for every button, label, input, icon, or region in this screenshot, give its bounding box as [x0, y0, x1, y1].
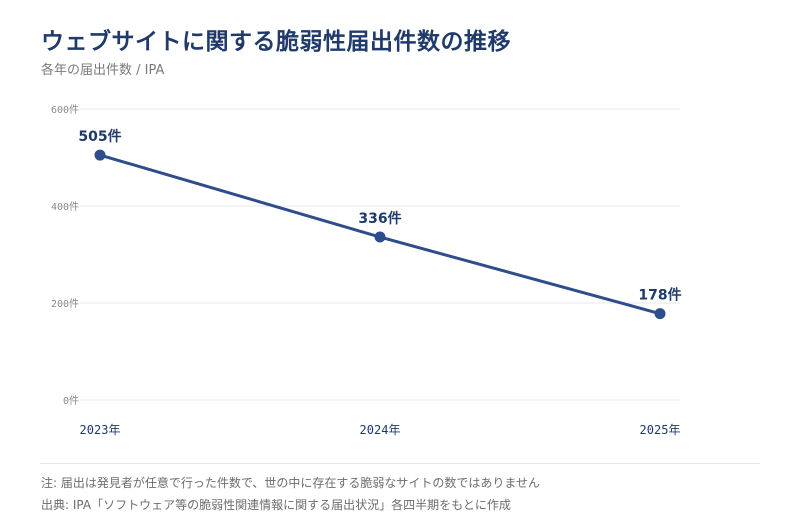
- line-chart: 0件 200件 400件 600件 2023年 2024年 2025年 505件 336件 1…: [51, 104, 682, 437]
- y-tick-label: 400件: [51, 201, 79, 213]
- x-tick-label: 2024年: [360, 423, 401, 437]
- x-tick-label: 2023年: [80, 423, 121, 437]
- data-labels: 505件 336件 178件: [78, 128, 681, 304]
- data-label: 336件: [358, 210, 401, 227]
- chart-subtitle: 各年の届出件数 / IPA: [41, 63, 165, 78]
- footnote: 注: 届出は発見者が任意で行った件数で、世の中に存在する脆弱なサイトの数ではあり…: [41, 476, 541, 490]
- data-point: [374, 231, 386, 243]
- data-points: [94, 149, 666, 320]
- x-tick-label: 2025年: [640, 423, 681, 437]
- y-tick-label: 200件: [51, 298, 79, 310]
- grid-lines: [80, 108, 680, 401]
- x-axis-ticks: 2023年 2024年 2025年: [80, 423, 681, 437]
- y-axis-ticks: 0件 200件 400件 600件: [51, 104, 79, 407]
- footer-divider: [40, 463, 760, 464]
- source-note: 出典: IPA「ソフトウェア等の脆弱性関連情報に関する届出状況」各四半期をもとに…: [41, 498, 511, 512]
- chart-title: ウェブサイトに関する脆弱性届出件数の推移: [41, 29, 511, 55]
- y-tick-label: 0件: [63, 395, 79, 407]
- data-label: 178件: [638, 287, 681, 304]
- y-tick-label: 600件: [51, 104, 79, 116]
- data-point: [94, 149, 106, 161]
- data-point: [654, 308, 666, 320]
- data-label: 505件: [78, 128, 121, 145]
